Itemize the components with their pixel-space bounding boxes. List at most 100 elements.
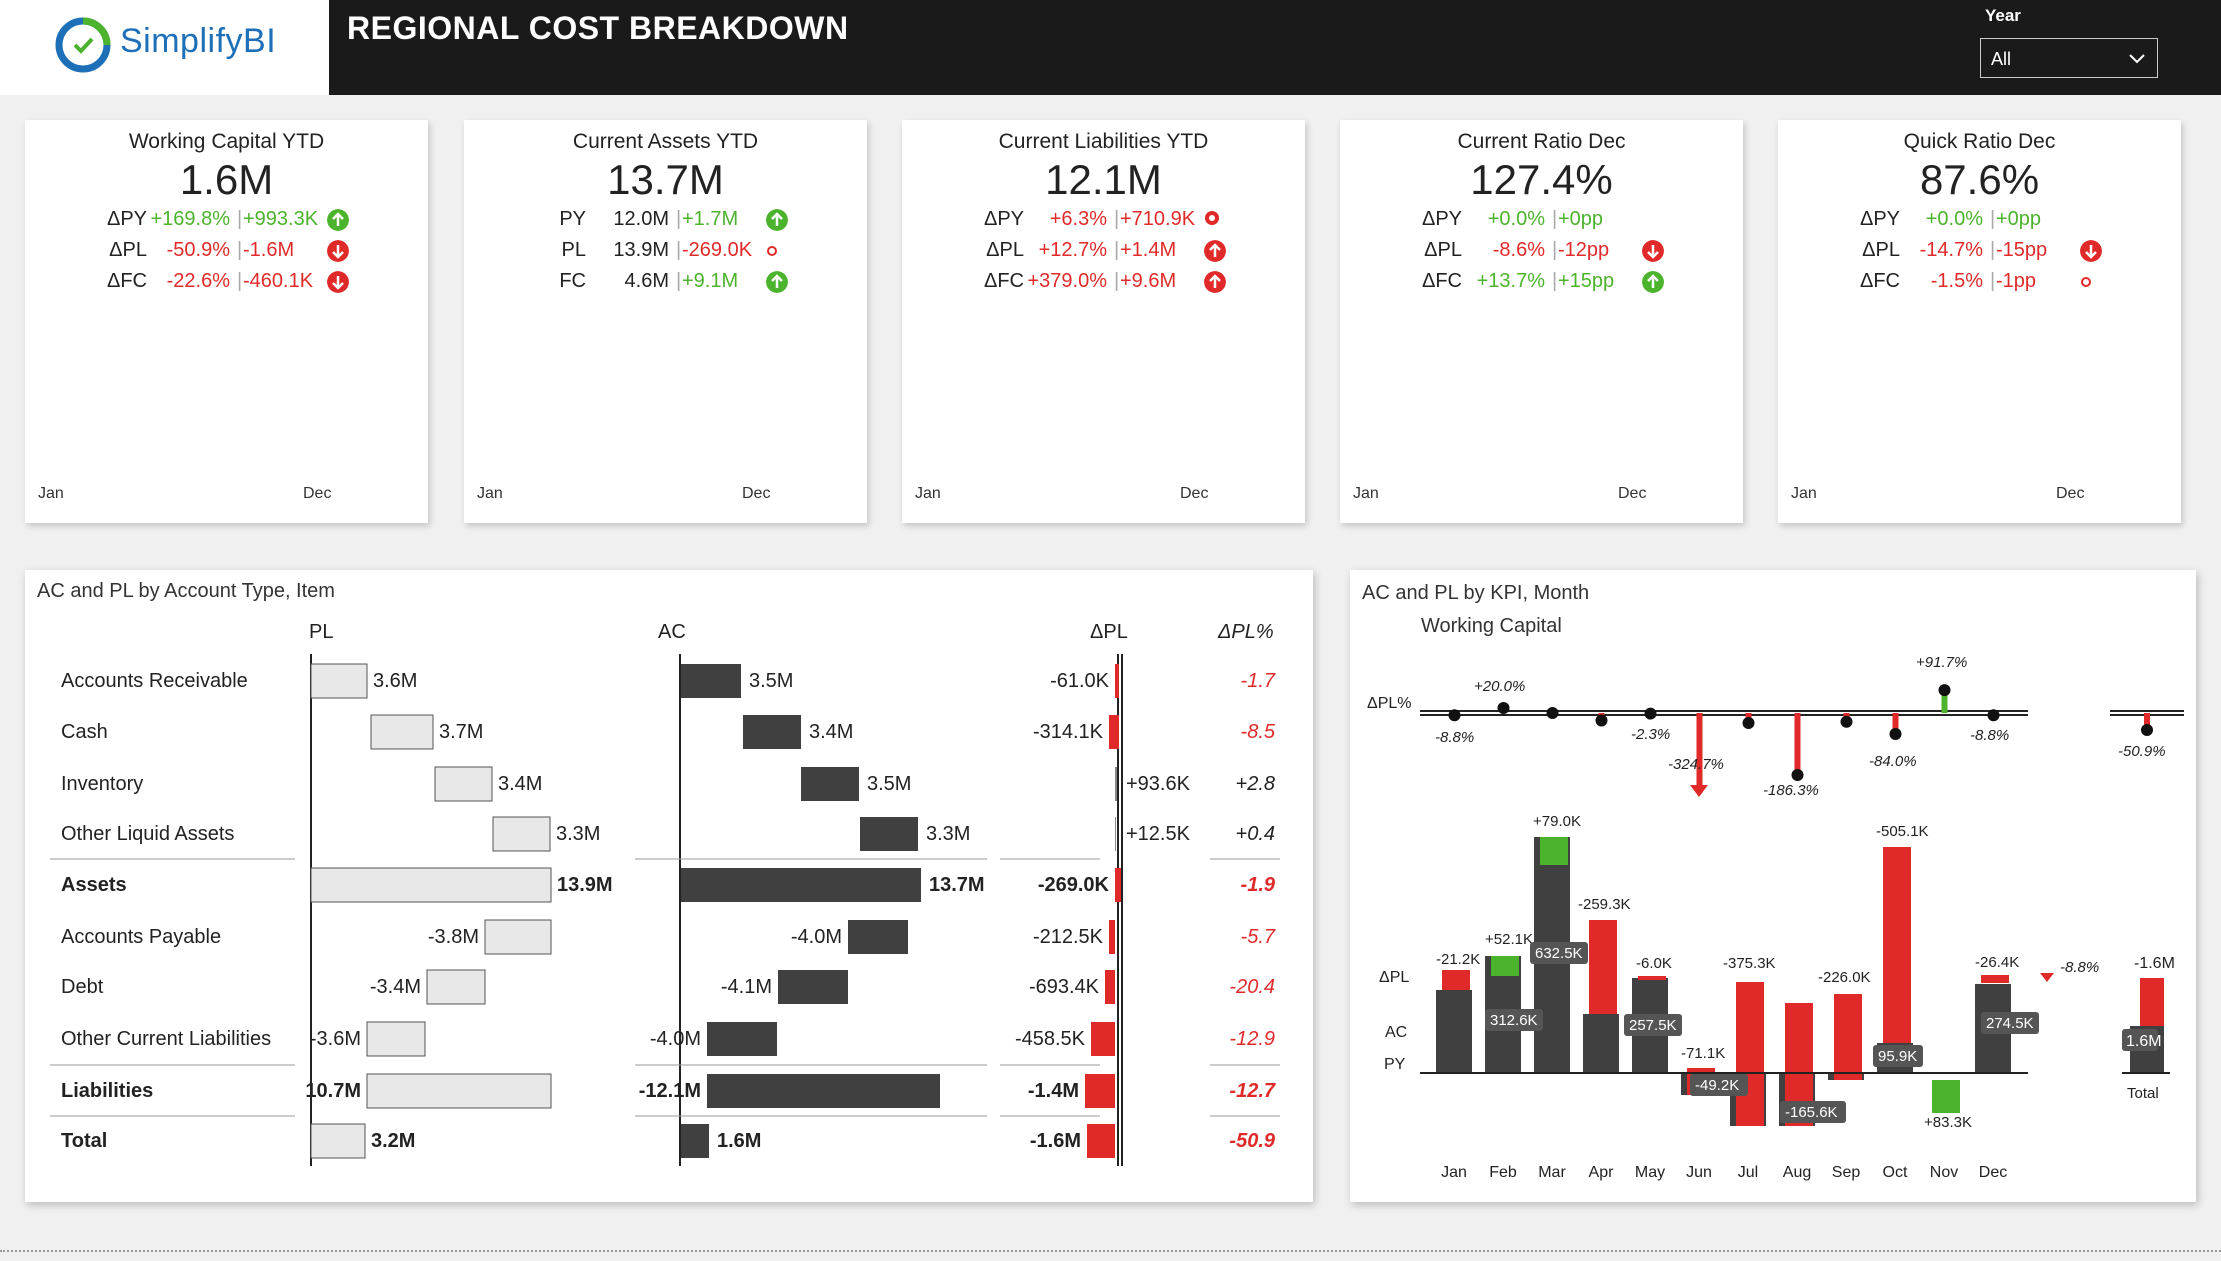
month-dpl-bar <box>1932 1080 1960 1113</box>
kpi-up-arrow-icon <box>1204 271 1226 293</box>
ac-bar <box>681 664 741 698</box>
kpi-row-icon <box>1642 271 1664 299</box>
month-x-label: Sep <box>1832 1164 1861 1181</box>
kpi-variance-row: ΔFC +379.0% | +9.6M <box>902 270 1305 301</box>
pct-total-head <box>2141 724 2153 736</box>
dpl-value: +93.6K <box>1126 773 1191 795</box>
ac-value: 3.4M <box>809 721 853 743</box>
kpi-row-value-2: +9.1M <box>682 270 739 292</box>
pct-label: -84.0% <box>1869 753 1917 770</box>
year-filter-value: All <box>1991 49 2012 69</box>
kpi-card[interactable]: Working Capital YTD 1.6M ΔPY +169.8% | +… <box>25 120 428 523</box>
kpi-variance-row: ΔPL -50.9% | -1.6M <box>25 239 428 270</box>
kpi-row-value-1: +169.8% <box>150 208 230 230</box>
month-x-label: Jul <box>1738 1164 1758 1181</box>
kpi-row-separator: | <box>676 239 682 261</box>
pct-label: -8.8% <box>1970 727 2009 744</box>
pct-lollipop-head <box>1840 715 1853 728</box>
kpi-row-separator: | <box>237 208 243 230</box>
kpi-card[interactable]: Quick Ratio Dec 87.6% ΔPY +0.0% | +0pp Δ… <box>1778 120 2181 523</box>
dpl-value: -269.0K <box>1038 874 1110 896</box>
pl-value: 3.3M <box>556 823 600 845</box>
kpi-card[interactable]: Current Ratio Dec 127.4% ΔPY +0.0% | +0p… <box>1340 120 1743 523</box>
pl-bar <box>370 714 434 750</box>
dpl-bar <box>1085 1074 1115 1108</box>
account-row-label: Other Liquid Assets <box>61 823 234 845</box>
kpi-variance-row: ΔPL +12.7% | +1.4M <box>902 239 1305 270</box>
pl-bar <box>426 969 486 1005</box>
pct-label: -186.3% <box>1763 782 1819 799</box>
kpi-rows: PY 12.0M | +1.7M 1.1M1.3M-539.9+211.9K+1… <box>464 208 867 301</box>
month-ac-bar <box>1436 990 1472 1073</box>
kpi-row-separator: | <box>676 208 682 230</box>
year-filter-dropdown[interactable]: All <box>1980 38 2158 78</box>
kpi-row-separator: | <box>237 270 243 292</box>
dpl-pct-value: -5.7 <box>1241 926 1276 948</box>
month-dpl-label: +52.1K <box>1485 931 1533 948</box>
ac-bar <box>707 1022 777 1056</box>
month-end-delta-triangle <box>2040 973 2054 982</box>
page-title: REGIONAL COST BREAKDOWN <box>347 10 849 46</box>
ac-bar <box>801 767 859 801</box>
kpi-row-separator: | <box>1552 270 1558 292</box>
row-label-py: PY <box>1384 1056 1406 1073</box>
dpl-pct-value: -12.9 <box>1229 1028 1275 1050</box>
kpi-x-start: Jan <box>1353 485 1379 502</box>
ac-value: -12.1M <box>639 1080 701 1102</box>
kpi-row-icon: 1.1M1.3M-539.9+211.9K+19.9% <box>766 209 788 237</box>
kpi-row-value-1: -22.6% <box>166 270 230 292</box>
ac-bar <box>743 715 801 749</box>
dpl-value: -458.5K <box>1015 1028 1086 1050</box>
account-row-label: Total <box>61 1130 107 1152</box>
month-x-label: Feb <box>1489 1164 1517 1181</box>
ac-bar <box>681 1124 709 1158</box>
kpi-row-separator: | <box>676 270 682 292</box>
dpl-pct-value: -8.5 <box>1241 721 1276 743</box>
month-ac-label: 257.5K <box>1629 1017 1677 1034</box>
month-panel-title: AC and PL by KPI, Month <box>1362 582 1590 604</box>
kpi-small-dot-icon <box>767 246 777 256</box>
account-row-label: Accounts Payable <box>61 926 221 948</box>
ac-value: 3.5M <box>867 773 911 795</box>
pct-lollipop-head <box>1497 702 1510 714</box>
month-dpl-label: -505.1K <box>1876 823 1929 840</box>
kpi-variance-row: FC 4.6M | +9.1M <box>464 270 867 301</box>
account-row-label: Inventory <box>61 773 143 795</box>
kpi-row-value-1: -50.9% <box>166 239 230 261</box>
kpi-x-start: Jan <box>38 485 64 502</box>
kpi-row-label: ΔFC <box>1421 270 1462 292</box>
month-chart: ΔPL% ΔPL AC PY -8.8% +20.0% -2.3% -324.7% -186.3… <box>1367 654 2184 1181</box>
kpi-sparkline <box>1340 120 1743 523</box>
kpi-up-arrow-icon: -21.2K-26.4K-8.8% <box>327 209 349 231</box>
month-x-label: May <box>1635 1164 1665 1181</box>
pl-value: 13.9M <box>557 874 613 896</box>
dpl-pct-value: -50.9 <box>1229 1130 1275 1152</box>
kpi-row-value-2: +710.9K <box>1120 208 1196 230</box>
kpi-x-start: Jan <box>915 485 941 502</box>
month-dpl-label: +79.0K <box>1533 813 1581 830</box>
account-type-panel: AC and PL by Account Type, Item PL AC ΔPL Δ… <box>25 570 1313 1202</box>
pl-bar <box>310 867 552 903</box>
month-ac-bar <box>1583 1014 1619 1073</box>
kpi-variance-row: ΔPY +169.8% | +993.3K -21.2K-26.4K-8.8% <box>25 208 428 239</box>
kpi-down-arrow-icon: 125.2%127.4%-8.6% <box>1642 240 1664 262</box>
dpl-pct-value: -12.7 <box>1229 1080 1275 1102</box>
month-ac-label: 312.6K <box>1490 1012 1538 1029</box>
month-ac-label: 274.5K <box>1986 1015 2034 1032</box>
month-x-label: Jun <box>1686 1164 1712 1181</box>
kpi-row-separator: | <box>1990 239 1996 261</box>
month-end-delta-label: -8.8% <box>2060 959 2099 976</box>
month-dpl-bar <box>1736 982 1764 1126</box>
kpi-card[interactable]: Current Assets YTD 13.7M PY 12.0M | +1.7… <box>464 120 867 523</box>
kpi-row-value-2: -12pp <box>1558 239 1610 261</box>
kpi-row-icon <box>327 240 349 268</box>
pct-lollipop-head <box>1987 709 2000 722</box>
kpi-card[interactable]: Current Liabilities YTD 12.1M ΔPY +6.3% … <box>902 120 1595 539</box>
kpi-variance-row: ΔFC +13.7% | +15pp <box>1340 270 1743 301</box>
kpi-value: 13.7M <box>607 156 724 203</box>
pct-label: -8.8% <box>1435 729 1474 746</box>
chevron-down-icon <box>2129 54 2145 64</box>
ac-value: -4.0M <box>650 1028 701 1050</box>
kpi-row-separator: | <box>1552 208 1558 230</box>
pl-bar <box>310 1123 366 1159</box>
